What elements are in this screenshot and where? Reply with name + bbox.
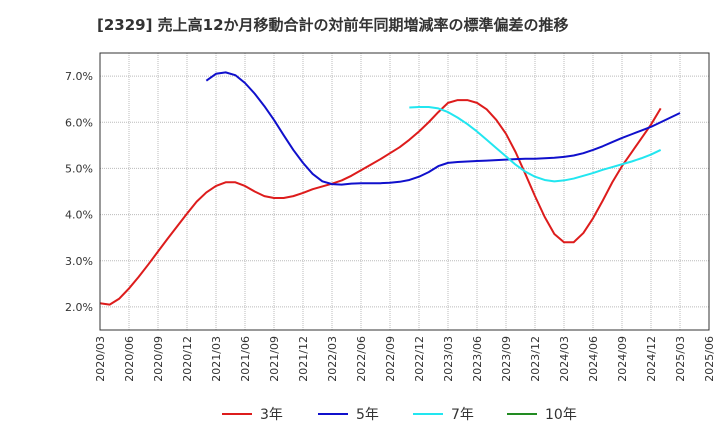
legend-swatch	[507, 413, 537, 415]
legend: 3年 5年 7年 10年	[0, 404, 720, 428]
plot-frame	[99, 52, 710, 331]
x-tick-label: 2023/09	[500, 336, 513, 382]
y-tick-label: 3.0%	[65, 255, 93, 268]
x-tick-label: 2023/03	[442, 336, 455, 382]
legend-swatch	[413, 413, 443, 415]
x-axis-tick-labels: 2020/03 2020/06 2020/09 2020/12 2021/03 2021/…	[94, 336, 716, 382]
y-axis-tick-labels: 2.0% 3.0% 4.0% 5.0% 6.0% 7.0%	[65, 70, 93, 314]
x-tick-label: 2021/06	[239, 336, 252, 382]
x-tick-label: 2022/06	[355, 336, 368, 382]
x-tick-label: 2023/06	[471, 336, 484, 382]
legend-label: 10年	[545, 407, 577, 423]
legend-swatch	[222, 413, 252, 415]
x-tick-label: 2020/12	[181, 336, 194, 382]
x-tick-label: 2024/06	[587, 336, 600, 382]
x-tick-label: 2020/09	[152, 336, 165, 382]
x-tick-label: 2024/12	[645, 336, 658, 382]
x-tick-label: 2021/09	[268, 336, 281, 382]
x-tick-label: 2023/12	[529, 336, 542, 382]
x-tick-label: 2021/12	[297, 336, 310, 382]
x-tick-label: 2025/03	[674, 336, 687, 382]
series-lines	[99, 71, 681, 306]
x-tick-label: 2022/12	[413, 336, 426, 382]
legend-label: 5年	[356, 407, 379, 423]
series-line-1	[99, 99, 662, 306]
legend-label: 7年	[451, 407, 474, 423]
x-tick-label: 2022/09	[384, 336, 397, 382]
legend-item: 7年	[413, 404, 474, 424]
y-tick-label: 7.0%	[65, 70, 93, 83]
legend-item: 3年	[222, 404, 283, 424]
y-tick-label: 2.0%	[65, 301, 93, 314]
x-tick-label: 2024/09	[616, 336, 629, 382]
series-line-2	[205, 71, 681, 186]
legend-item: 10年	[507, 404, 577, 424]
y-tick-label: 6.0%	[65, 116, 93, 129]
x-tick-label: 2020/03	[94, 336, 107, 382]
x-tick-label: 2021/03	[210, 336, 223, 382]
x-tick-label: 2022/03	[326, 336, 339, 382]
legend-label: 3年	[260, 407, 283, 423]
x-tick-label: 2024/03	[558, 336, 571, 382]
x-tick-label: 2020/06	[123, 336, 136, 382]
y-tick-label: 5.0%	[65, 162, 93, 175]
chart-title: [2329] 売上高12か月移動合計の対前年同期増減率の標準偏差の推移	[97, 16, 569, 34]
series-line-3	[409, 106, 662, 183]
x-tick-label: 2025/06	[703, 336, 716, 382]
grid-lines	[99, 53, 710, 330]
legend-swatch	[318, 413, 348, 415]
y-tick-label: 4.0%	[65, 209, 93, 222]
legend-item: 5年	[318, 404, 379, 424]
